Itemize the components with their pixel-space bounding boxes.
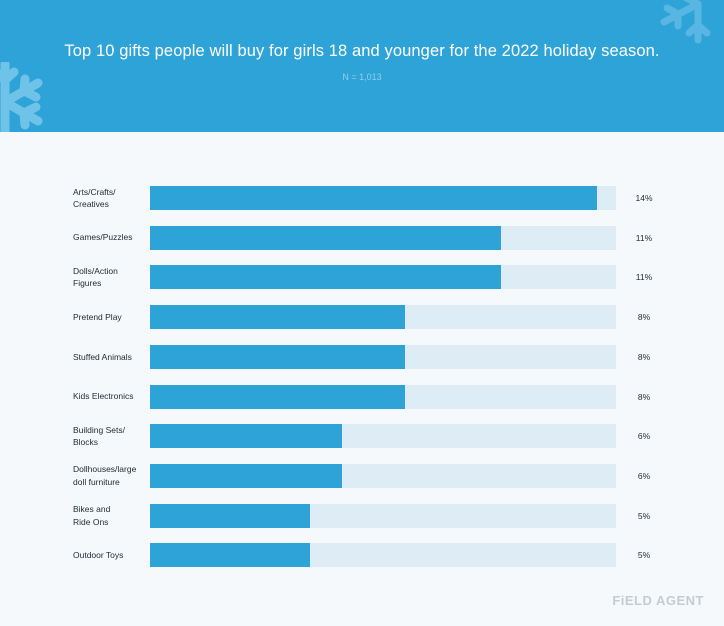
chart-title: Top 10 gifts people will buy for girls 1… <box>64 42 660 60</box>
bar <box>150 305 406 330</box>
chart-header: Top 10 gifts people will buy for girls 1… <box>0 0 724 132</box>
value-label: 11% <box>635 232 653 243</box>
snowflake-icon <box>0 62 43 132</box>
category-label: Dollhouses/large doll furniture <box>73 464 137 487</box>
bar-track <box>150 424 616 449</box>
value-label: 11% <box>635 272 653 283</box>
bar-track <box>150 543 616 568</box>
value-label: 8% <box>637 351 651 362</box>
bar <box>150 384 406 409</box>
bar-track <box>150 265 616 290</box>
bar <box>150 344 406 369</box>
bar <box>150 186 597 210</box>
bar <box>150 424 342 449</box>
category-label: Pretend Play <box>73 311 122 322</box>
value-label: 5% <box>637 510 651 521</box>
bar <box>150 265 502 290</box>
bar-track <box>150 463 616 488</box>
snowflake-icon <box>660 0 711 44</box>
brand-logo: FiELD AGENT <box>612 593 704 608</box>
chart-subtitle: N = 1,013 <box>342 72 382 82</box>
bar <box>150 543 310 568</box>
value-label: 5% <box>637 550 651 561</box>
bar <box>150 463 342 488</box>
category-label: Arts/Crafts/ Creatives <box>73 186 116 210</box>
category-label: Building Sets/ Blocks <box>73 424 125 448</box>
value-label: 14% <box>635 193 653 203</box>
category-label: Kids Electronics <box>73 391 134 402</box>
category-label: Outdoor Toys <box>73 550 124 561</box>
bar-track <box>150 186 616 210</box>
category-label: Stuffed Animals <box>73 351 132 362</box>
bar-track <box>150 503 616 528</box>
category-label: Bikes and Ride Ons <box>73 504 111 527</box>
bar-track <box>150 384 616 409</box>
bar <box>150 503 310 528</box>
value-label: 8% <box>637 312 651 323</box>
bar <box>150 225 502 250</box>
category-label: Dolls/Action Figures <box>73 265 118 289</box>
value-label: 6% <box>637 431 651 442</box>
bar-track <box>150 305 616 330</box>
bar-track <box>150 344 616 369</box>
bar-track <box>150 225 616 250</box>
value-label: 8% <box>637 391 651 402</box>
value-label: 6% <box>637 470 651 481</box>
category-label: Games/Puzzles <box>73 232 133 243</box>
bar-chart: Arts/Crafts/ Creatives 14% Games/Puzzles 11… <box>0 132 724 626</box>
